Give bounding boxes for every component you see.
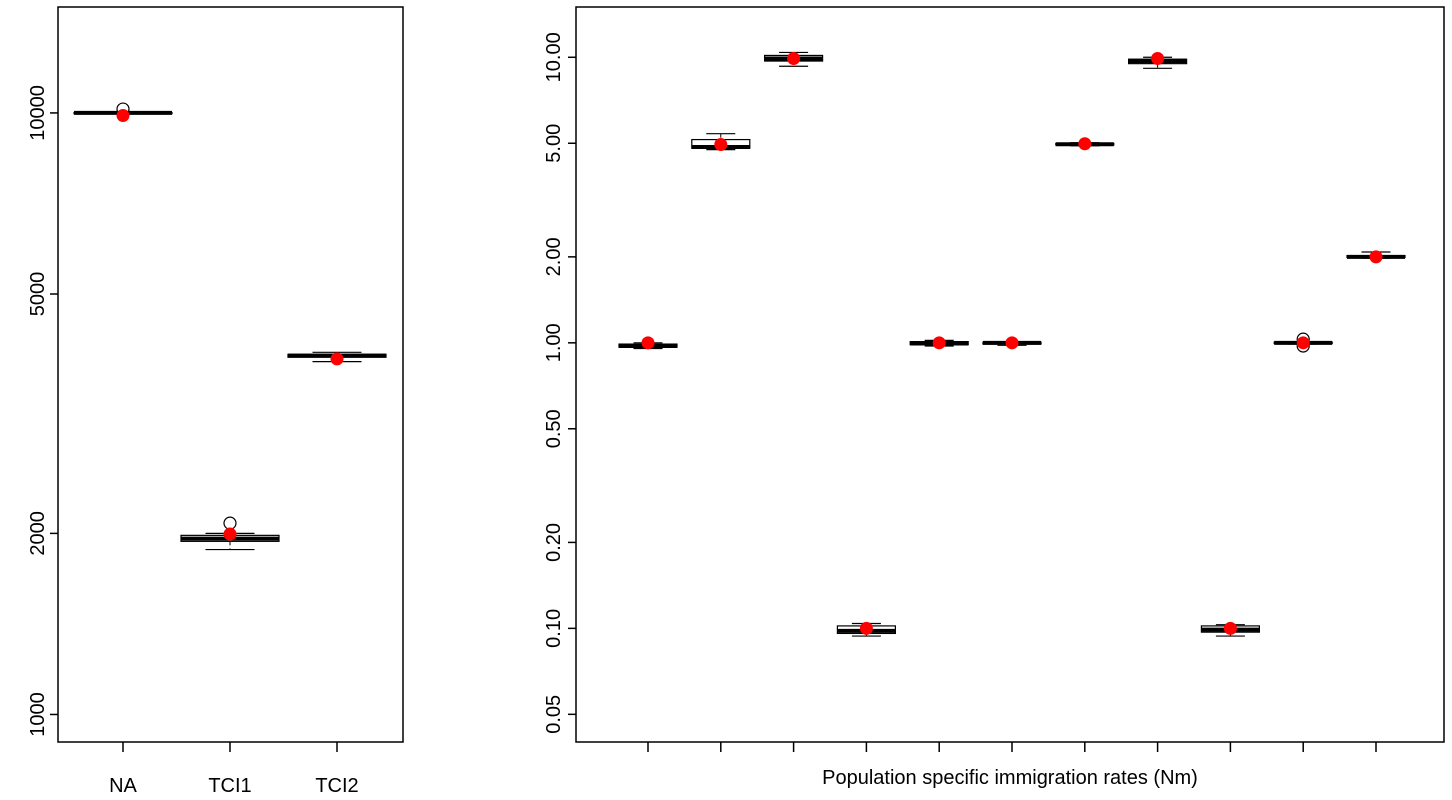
right-plot-frame bbox=[575, 6, 1445, 743]
right-y-tick-label: 0.05 bbox=[543, 695, 565, 734]
left-x-tick-label: TCI1 bbox=[208, 775, 251, 797]
right-true-value-point bbox=[787, 52, 801, 66]
right-y-tick-label: 0.10 bbox=[543, 609, 565, 648]
right-y-tick-label: 10.00 bbox=[543, 32, 565, 82]
left-box-outlier bbox=[223, 516, 237, 530]
right-x-axis-label: Population specific immigration rates (N… bbox=[822, 767, 1198, 789]
left-y-tick-label: 2000 bbox=[27, 511, 49, 556]
left-plot-frame bbox=[57, 6, 404, 743]
right-true-value-point bbox=[641, 336, 655, 350]
left-panel: 1000 2000 5000 10000 NA TCI1 TCI2 bbox=[27, 6, 404, 797]
right-true-value-point bbox=[1005, 336, 1019, 350]
right-y-tick-label: 2.00 bbox=[543, 237, 565, 276]
left-y-tick-label: 10000 bbox=[27, 85, 49, 141]
left-true-value-point bbox=[223, 527, 237, 541]
right-true-value-point bbox=[1223, 621, 1237, 635]
right-panel: Population specific immigration rates (N… bbox=[543, 6, 1445, 789]
right-y-tick-label: 0.50 bbox=[543, 409, 565, 448]
left-true-value-point bbox=[330, 352, 344, 366]
right-true-value-point bbox=[1296, 336, 1310, 350]
right-true-value-point bbox=[714, 137, 728, 151]
left-y-tick-label: 5000 bbox=[27, 272, 49, 317]
right-true-value-point bbox=[859, 621, 873, 635]
left-true-value-point bbox=[116, 109, 130, 123]
left-x-tick-label: NA bbox=[109, 775, 137, 797]
left-y-tick-label: 1000 bbox=[27, 692, 49, 737]
right-true-value-point bbox=[1369, 250, 1383, 264]
left-x-tick-label: TCI2 bbox=[315, 775, 358, 797]
right-true-value-point bbox=[1078, 137, 1092, 151]
right-true-value-point bbox=[1151, 52, 1165, 66]
right-y-tick-label: 0.20 bbox=[543, 523, 565, 562]
right-true-value-point bbox=[932, 336, 946, 350]
right-y-tick-label: 1.00 bbox=[543, 323, 565, 362]
right-y-tick-label: 5.00 bbox=[543, 124, 565, 163]
